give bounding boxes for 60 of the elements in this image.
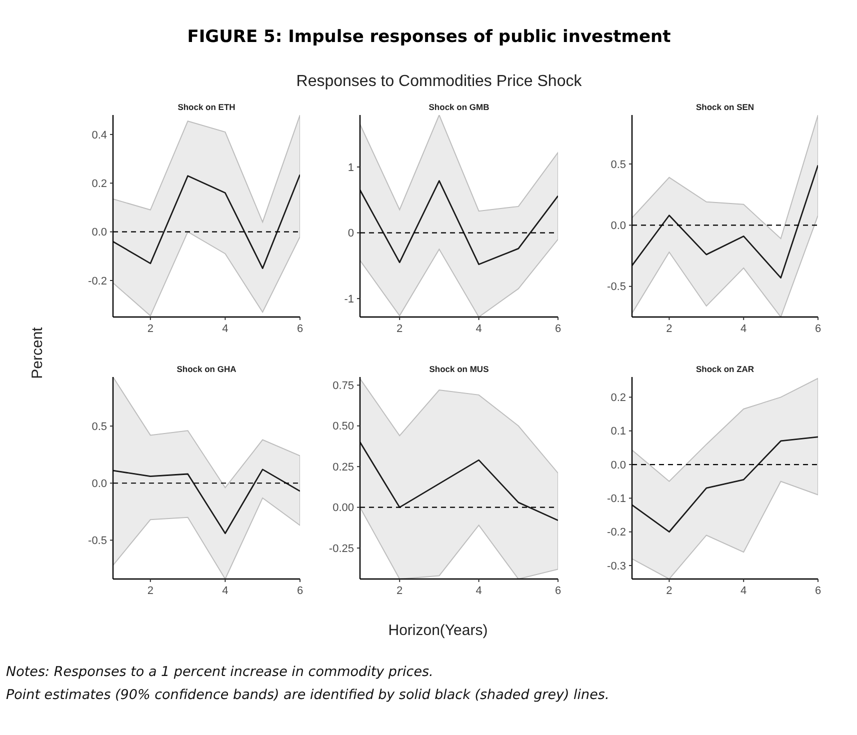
line-series bbox=[632, 436, 818, 533]
text: Horizon(Years) bbox=[388, 622, 488, 639]
text: Percent bbox=[29, 326, 46, 379]
line-series bbox=[632, 164, 818, 279]
y-tick-label: 0.25 bbox=[332, 461, 354, 474]
x-tick-label: 2 bbox=[396, 323, 403, 335]
x-tick-label: 6 bbox=[296, 585, 304, 597]
y-tick-label: 0.0 bbox=[610, 459, 626, 472]
x-tick-label: 6 bbox=[554, 585, 562, 597]
y-tick-label: 0.50 bbox=[332, 420, 354, 433]
chart-title: Shock on ZAR bbox=[696, 364, 754, 374]
chart-title: Shock on MUS bbox=[429, 364, 490, 374]
y-tick-label: 0.1 bbox=[610, 426, 626, 438]
y-tick-label: 0.4 bbox=[92, 129, 107, 142]
chart-title: Shock on GMB bbox=[428, 102, 490, 112]
x-tick-label: 2 bbox=[396, 585, 403, 597]
x-tick-label: 6 bbox=[296, 323, 304, 335]
x-tick-label: 4 bbox=[222, 585, 228, 597]
y-tick-label: -1 bbox=[344, 293, 354, 306]
y-tick-label: -0.3 bbox=[607, 560, 626, 572]
line-series bbox=[113, 174, 300, 270]
y-tick-label: 0.0 bbox=[92, 478, 107, 490]
y-tick-label: 0.0 bbox=[610, 220, 626, 232]
y-tick-label: -0.5 bbox=[88, 535, 107, 548]
x-tick-label: 2 bbox=[666, 585, 672, 597]
x-tick-label: 4 bbox=[222, 323, 228, 335]
y-tick-label: 0 bbox=[348, 228, 354, 240]
x-tick-label: 6 bbox=[814, 323, 822, 335]
y-tick-label: 0.2 bbox=[92, 178, 107, 190]
x-tick-label: 4 bbox=[476, 585, 482, 597]
y-tick-label: 0.75 bbox=[332, 380, 354, 392]
y-tick-label: 0.2 bbox=[610, 392, 626, 404]
x-tick-label: 6 bbox=[554, 323, 562, 335]
y-tick-label: 0.00 bbox=[332, 502, 354, 514]
text: Notes: Responses to a 1 percent increase in commodity prices. bbox=[6, 664, 434, 680]
x-tick-label: 2 bbox=[666, 323, 672, 335]
x-tick-label: 6 bbox=[814, 585, 822, 597]
y-tick-label: 1 bbox=[348, 162, 354, 174]
x-tick-label: 4 bbox=[476, 323, 482, 335]
line-series bbox=[360, 180, 558, 266]
chart-title: Shock on ETH bbox=[178, 102, 236, 112]
y-tick-label: 0.0 bbox=[92, 226, 107, 239]
y-tick-label: -0.2 bbox=[88, 275, 107, 288]
x-tick-label: 2 bbox=[147, 323, 154, 335]
y-tick-label: 0.5 bbox=[610, 158, 626, 171]
text: Point estimates (90% confidence bands) are identified by solid black (shaded grey) lines. bbox=[6, 687, 610, 703]
line-series bbox=[360, 441, 558, 522]
x-tick-label: 2 bbox=[147, 585, 154, 597]
y-tick-label: -0.2 bbox=[607, 526, 626, 539]
x-tick-label: 4 bbox=[740, 585, 747, 597]
y-tick-label: -0.5 bbox=[607, 281, 626, 294]
y-tick-label: 0.5 bbox=[92, 420, 107, 433]
y-tick-label: -0.25 bbox=[328, 542, 354, 555]
line-series bbox=[113, 468, 300, 534]
text: FIGURE 5: Impulse responses of public investment bbox=[187, 27, 671, 47]
y-tick-label: -0.1 bbox=[607, 493, 626, 506]
chart-title: Shock on SEN bbox=[696, 102, 754, 112]
text: Responses to Commodities Price Shock bbox=[296, 73, 583, 90]
x-tick-label: 4 bbox=[740, 323, 747, 335]
chart-title: Shock on GHA bbox=[176, 364, 236, 374]
